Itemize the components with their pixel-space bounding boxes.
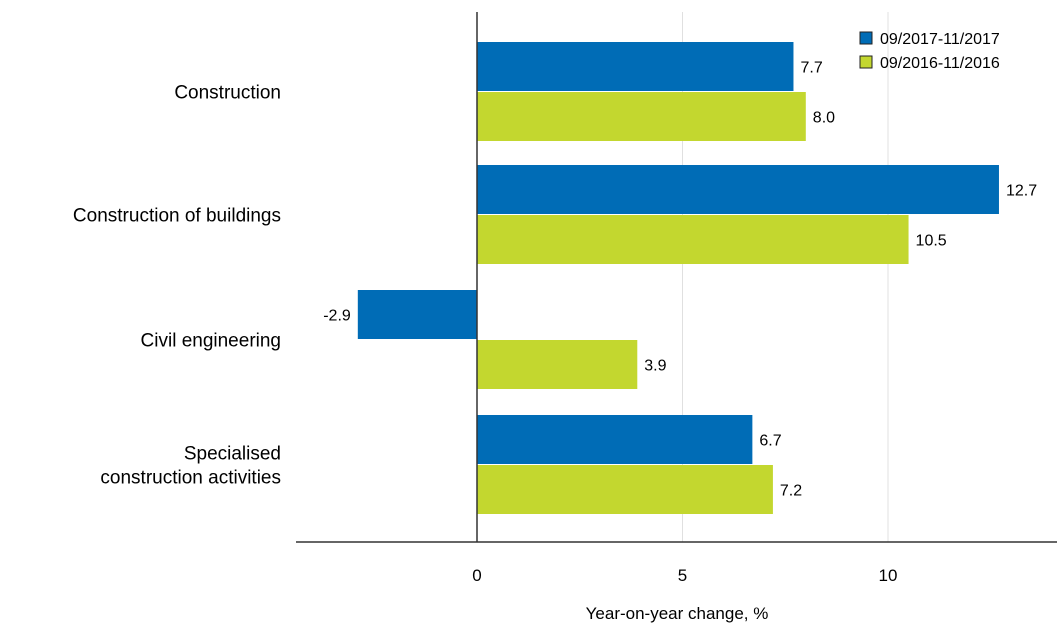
category-label: Construction: [174, 83, 281, 104]
legend-swatch: [859, 55, 873, 69]
x-axis-title: Year-on-year change, %: [586, 604, 769, 623]
bar: [477, 42, 794, 91]
value-label: 8.0: [813, 110, 835, 127]
bars: [357, 42, 999, 514]
bar: [477, 415, 753, 464]
value-labels: 7.7 12.7 -2.9 6.7 8.0 10.5 3.9 7.2: [323, 60, 1037, 500]
bar: [477, 92, 806, 141]
x-axis: 0 5 10: [296, 541, 1057, 585]
x-tick-label: 5: [678, 566, 687, 585]
value-label: 12.7: [1006, 183, 1037, 200]
bar: [477, 340, 638, 389]
category-label: Specialised: [184, 444, 281, 465]
legend-label: 09/2016-11/2016: [880, 55, 1000, 72]
legend-swatch: [859, 31, 873, 45]
legend-label: 09/2017-11/2017: [880, 31, 1000, 48]
value-label: 10.5: [916, 233, 947, 250]
value-label: 7.7: [800, 60, 822, 77]
bar: [477, 465, 773, 514]
bar: [357, 290, 477, 339]
value-label: 3.9: [644, 358, 666, 375]
bar: [477, 165, 999, 214]
bar: [477, 215, 909, 264]
x-tick-label: 0: [472, 566, 481, 585]
legend: 09/2017-11/2017 09/2016-11/2016: [859, 31, 1000, 72]
category-labels: Construction Construction of buildings Civ…: [73, 83, 281, 489]
category-label: construction activities: [100, 468, 281, 489]
value-label: 7.2: [780, 483, 802, 500]
x-tick-label: 10: [879, 566, 898, 585]
category-label: Construction of buildings: [73, 206, 281, 227]
category-label: Civil engineering: [141, 331, 281, 352]
value-label: 6.7: [759, 433, 781, 450]
value-label: -2.9: [323, 308, 351, 325]
